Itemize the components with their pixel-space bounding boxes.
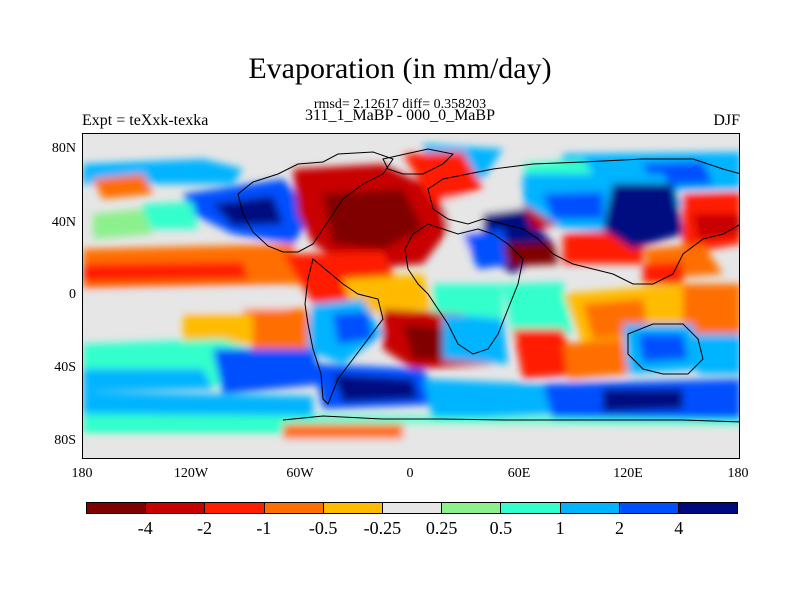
map-title: Evaporation (in mm/day) <box>248 52 552 85</box>
map-field <box>83 134 739 458</box>
field-patches <box>83 144 739 458</box>
colorbar-label: 1 <box>555 518 565 538</box>
colorbar-swatch <box>442 503 502 513</box>
evaporation-map <box>82 133 740 459</box>
lat-tick-label: 0 <box>69 287 76 302</box>
lon-tick-label: 180 <box>727 466 749 481</box>
lat-tick-label: 80N <box>51 141 76 156</box>
colorbar-swatch <box>382 503 443 513</box>
colorbar-label: 4 <box>674 518 684 538</box>
colorbar-label: -4 <box>137 518 153 538</box>
colorbar-swatch <box>560 503 620 513</box>
colorbar-swatch <box>146 503 206 513</box>
colorbar-swatch <box>619 503 679 513</box>
colorbar-swatch <box>501 503 561 513</box>
lat-tick-label: 40S <box>54 360 76 375</box>
lat-tick-label: 40N <box>51 215 76 230</box>
lat-tick-label: 80S <box>54 433 76 448</box>
season-label: DJF <box>713 112 740 129</box>
lon-tick-label: 180 <box>71 466 93 481</box>
coastlines <box>237 148 739 423</box>
colorbar-label: 0.5 <box>489 518 513 538</box>
colorbar-label: -0.5 <box>308 518 338 538</box>
lon-tick-label: 120W <box>173 466 209 481</box>
lon-tick-label: 60E <box>507 466 531 481</box>
colorbar-label: -0.25 <box>363 518 402 538</box>
lon-tick-label: 120E <box>613 466 643 481</box>
colorbar <box>86 502 738 514</box>
stats-subtitle: rmsd= 2.12617 diff= 0.358203 <box>313 97 487 112</box>
colorbar-label: 0.25 <box>425 518 458 538</box>
experiments-subtitle: 311_1_MaBP - 000_0_MaBP <box>305 107 495 124</box>
colorbar-swatch <box>678 503 738 513</box>
colorbar-swatch <box>323 503 383 513</box>
colorbar-swatch <box>264 503 324 513</box>
colorbar-label: -2 <box>197 518 213 538</box>
colorbar-label: -1 <box>256 518 272 538</box>
colorbar-swatch <box>205 503 265 513</box>
colorbar-label: 2 <box>614 518 624 538</box>
colorbar-swatch <box>87 503 147 513</box>
lon-tick-label: 60W <box>286 466 314 481</box>
experiment-label: Expt = teXxk-texka <box>82 112 209 129</box>
lon-tick-label: 0 <box>406 466 414 481</box>
